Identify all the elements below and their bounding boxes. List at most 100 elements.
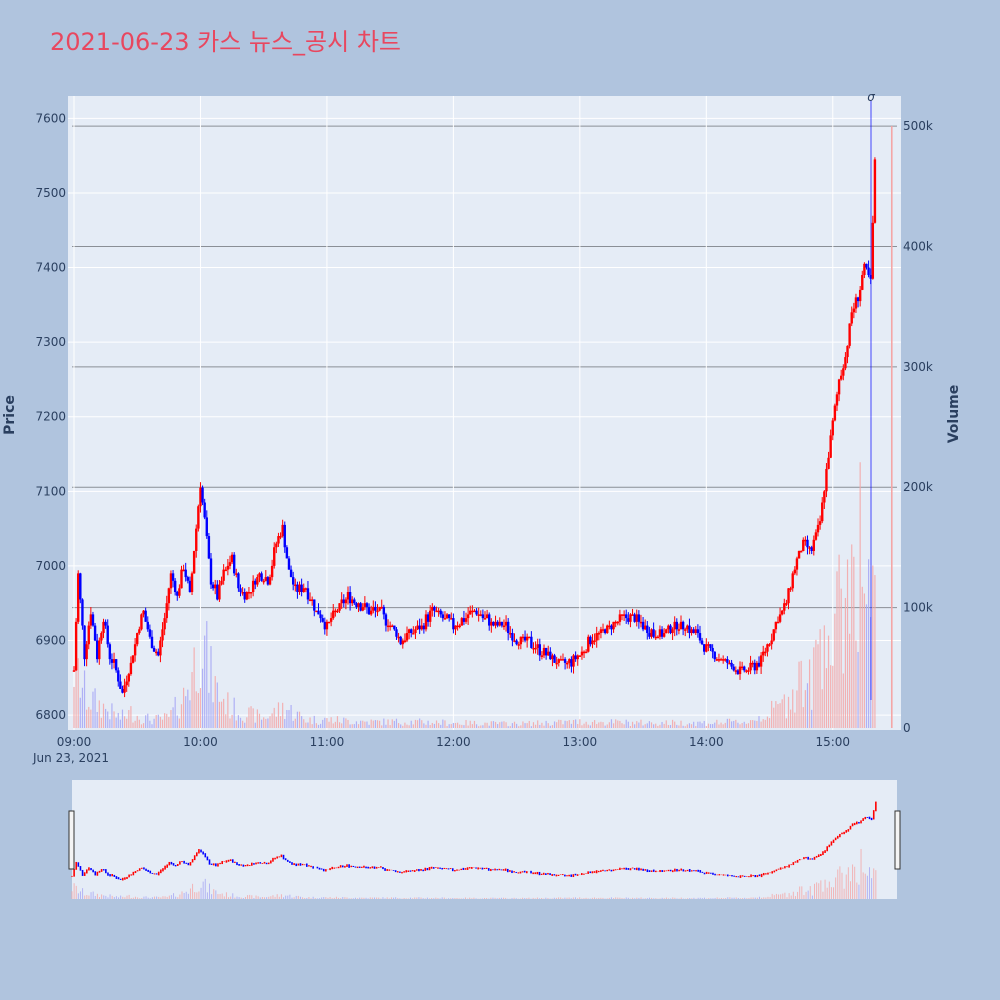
candle-body: [211, 584, 215, 589]
volume-bar: [747, 723, 750, 728]
candle-body: [787, 588, 790, 604]
preview-volume-bar: [621, 898, 623, 899]
volume-bar: [612, 723, 615, 728]
time-tick-label: 11:00: [310, 735, 345, 749]
candle-body: [247, 592, 251, 594]
time-tick-label: 10:00: [183, 735, 218, 749]
candle-body: [528, 636, 531, 639]
volume-bar: [320, 723, 322, 728]
preview-volume-bar: [297, 895, 299, 899]
volume-bar: [469, 720, 471, 728]
candle-body: [620, 614, 624, 616]
range-slider[interactable]: [72, 780, 897, 899]
volume-bar: [286, 709, 288, 728]
candle-body: [214, 584, 217, 589]
candle-body: [821, 502, 824, 522]
volume-bar: [617, 720, 619, 728]
range-slider-right-handle[interactable]: [894, 810, 901, 870]
volume-bar: [360, 720, 362, 728]
preview-volume-bar: [101, 894, 103, 899]
preview-volume-bar: [498, 897, 500, 899]
preview-volume-bar: [211, 894, 213, 899]
volume-tick-label: 300k: [903, 360, 933, 374]
volume-bar: [92, 691, 94, 728]
volume-bar: [164, 713, 166, 728]
volume-bar: [96, 711, 98, 728]
preview-volume-bar: [99, 897, 100, 899]
volume-bar: [421, 720, 423, 728]
candle-body: [266, 577, 270, 585]
volume-bar: [655, 723, 657, 728]
preview-volume-bar: [228, 897, 230, 899]
candle-body: [258, 573, 261, 578]
volume-bar: [728, 718, 731, 728]
candle-body: [355, 603, 358, 607]
volume-bar: [459, 724, 461, 728]
preview-volume-bar: [118, 897, 120, 899]
candle-body: [641, 621, 645, 630]
candle-body: [378, 606, 381, 611]
volume-bar: [823, 625, 825, 728]
volume-bar: [195, 691, 197, 728]
volume-bar: [248, 707, 250, 728]
volume-bar: [322, 719, 324, 728]
candle-body: [72, 670, 76, 672]
candle-body: [471, 610, 474, 613]
candle-body: [502, 625, 506, 628]
candle-body: [705, 644, 708, 652]
preview-volume-bar: [532, 897, 534, 899]
candle-body: [547, 651, 550, 656]
candle-body: [837, 379, 841, 395]
price-tick-label: 7400: [35, 261, 66, 275]
candle-body: [707, 644, 710, 646]
preview-volume-bar: [162, 896, 164, 899]
volume-bar: [678, 725, 680, 728]
candle-body: [806, 539, 809, 548]
candle-body: [842, 368, 845, 376]
volume-bar: [532, 722, 535, 728]
volume-bar: [397, 723, 400, 728]
preview-volume-bar: [448, 898, 450, 899]
volume-bar: [853, 556, 855, 728]
candle-body: [745, 670, 748, 672]
preview-volume-bar: [486, 898, 488, 899]
preview-volume-bar: [376, 897, 378, 899]
volume-bar: [151, 724, 153, 728]
candle-body: [230, 554, 234, 563]
preview-volume-bar: [393, 897, 395, 899]
candle-body: [310, 599, 314, 601]
volume-bar: [768, 718, 771, 728]
candle-body: [287, 558, 291, 570]
volume-bar: [435, 720, 438, 728]
preview-volume-bar: [168, 895, 170, 899]
candle-body: [804, 539, 807, 542]
chart-title: 2021-06-23 카스 뉴스_공시 차트: [50, 28, 402, 56]
volume-bar: [237, 715, 239, 728]
candle-body: [703, 644, 706, 652]
candle-body: [509, 633, 512, 635]
candle-body: [228, 562, 232, 566]
candle-body: [658, 629, 662, 637]
preview-volume-bar: [826, 887, 828, 899]
candle-body: [812, 539, 815, 551]
candle-body: [504, 621, 508, 626]
candle-body: [496, 621, 499, 626]
preview-volume-bar: [429, 898, 430, 899]
candle-body: [447, 614, 451, 619]
preview-volume-bar: [170, 895, 172, 899]
preview-volume-bar: [636, 897, 638, 899]
candle-body: [574, 655, 577, 660]
preview-volume-bar: [638, 897, 640, 899]
preview-volume-bar: [145, 896, 147, 899]
preview-volume-bar: [794, 896, 796, 899]
volume-bar: [589, 725, 591, 728]
preview-volume-bar: [687, 898, 689, 899]
candle-body: [654, 636, 657, 639]
candle-body: [157, 651, 160, 656]
candle-body: [818, 521, 822, 525]
preview-volume-bar: [132, 897, 134, 899]
preview-volume-bar: [439, 898, 441, 899]
volume-bar: [813, 647, 815, 728]
price-tick-label: 7200: [35, 410, 66, 424]
range-slider-left-handle[interactable]: [68, 810, 75, 870]
